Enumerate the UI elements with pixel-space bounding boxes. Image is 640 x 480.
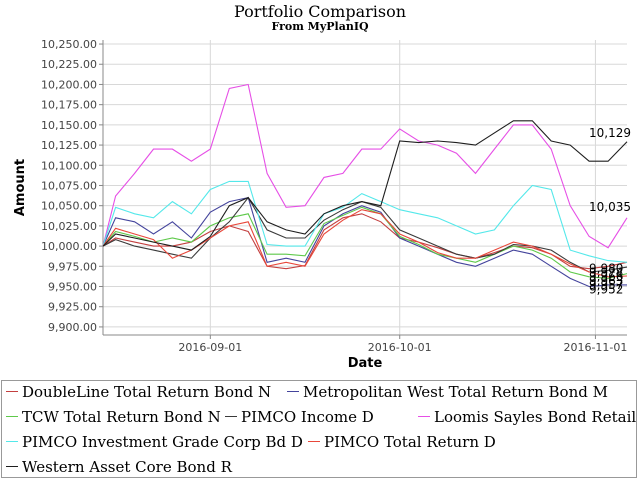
series-line-4: [102, 83, 628, 249]
legend-item-1: Metropolitan West Total Return Bond M: [287, 383, 608, 401]
end-value-label: 9,974: [589, 265, 623, 279]
x-tick-label: 2016-10-01: [368, 341, 432, 354]
end-value-label: 9,957: [589, 278, 623, 292]
legend-item-6: PIMCO Total Return D: [308, 433, 496, 451]
y-tick-label: 10,150.00: [41, 119, 97, 132]
y-tick-label: 10,000.00: [41, 240, 97, 253]
grid-lines: [103, 40, 627, 335]
x-tick-label: 2016-11-01: [563, 341, 627, 354]
y-tick-label: 10,100.00: [41, 159, 97, 172]
legend-label: Loomis Sayles Bond Retail: [434, 408, 637, 426]
y-axis-label: Amount: [13, 159, 28, 216]
legend-swatch: [418, 415, 430, 417]
plot-area: 9,900.00 9,925.00 9,950.00 9,975.00 10,000.0…: [13, 38, 631, 371]
legend-item-4: Loomis Sayles Bond Retail: [418, 408, 636, 426]
end-value-label: 10,129: [589, 126, 631, 140]
legend-swatch: [6, 440, 18, 442]
y-tick-label: 10,125.00: [41, 139, 97, 152]
legend: DoubleLine Total Return Bond N Metropolit…: [1, 380, 637, 478]
end-value-label: 9,966: [589, 270, 623, 284]
y-tick-label: 10,200.00: [41, 78, 97, 91]
chart-subtitle: From MyPlanIQ: [271, 20, 369, 33]
series-line-2: [102, 206, 628, 279]
series-line-6: [102, 209, 628, 278]
series-line-5: [102, 180, 628, 263]
y-tick-label: 10,250.00: [41, 38, 97, 51]
legend-label: Metropolitan West Total Return Bond M: [303, 383, 608, 401]
legend-swatch: [6, 390, 18, 392]
y-tick-label: 10,075.00: [41, 179, 97, 192]
legend-swatch: [225, 415, 237, 417]
x-tick-label: 2016-09-01: [178, 341, 242, 354]
series-line-7: [102, 120, 628, 251]
legend-swatch: [6, 415, 18, 417]
legend-item-3: PIMCO Income D: [225, 408, 374, 426]
end-value-label: 9,980: [589, 261, 623, 275]
legend-label: PIMCO Total Return D: [324, 433, 496, 451]
end-labels: 10,129 10,035 9,9809,9749,9669,9639,9579,9…: [589, 126, 631, 296]
legend-label: DoubleLine Total Return Bond N: [22, 383, 272, 401]
legend-label: PIMCO Income D: [241, 408, 374, 426]
end-value-label: 10,035: [589, 200, 631, 214]
legend-swatch: [6, 465, 18, 467]
y-tick-label: 10,050.00: [41, 200, 97, 213]
series-lines: [102, 83, 628, 288]
y-tick-label: 9,925.00: [48, 301, 97, 314]
end-value-label: 9,952: [589, 282, 623, 296]
end-value-label: 9,963: [589, 274, 623, 288]
legend-swatch: [308, 440, 320, 442]
y-tick-label: 10,175.00: [41, 99, 97, 112]
y-tick-label: 10,225.00: [41, 58, 97, 71]
chart-title: Portfolio Comparison: [233, 2, 407, 21]
legend-label: TCW Total Return Bond N: [22, 408, 221, 426]
y-tick-label: 9,975.00: [48, 260, 97, 273]
legend-item-5: PIMCO Investment Grade Corp Bd D: [6, 433, 303, 451]
y-tick-label: 9,900.00: [48, 321, 97, 334]
legend-item-0: DoubleLine Total Return Bond N: [6, 383, 271, 401]
legend-item-7: Western Asset Core Bond R: [6, 458, 232, 476]
legend-swatch: [287, 390, 299, 392]
legend-label: Western Asset Core Bond R: [22, 458, 232, 476]
x-axis-label: Date: [348, 356, 383, 371]
legend-label: PIMCO Investment Grade Corp Bd D: [22, 433, 303, 451]
legend-item-2: TCW Total Return Bond N: [6, 408, 221, 426]
axes: 9,900.00 9,925.00 9,950.00 9,975.00 10,000.0…: [41, 38, 627, 354]
y-tick-label: 9,950.00: [48, 281, 97, 294]
series-line-0: [102, 213, 628, 270]
series-line-1: [102, 196, 627, 288]
y-tick-label: 10,025.00: [41, 220, 97, 233]
